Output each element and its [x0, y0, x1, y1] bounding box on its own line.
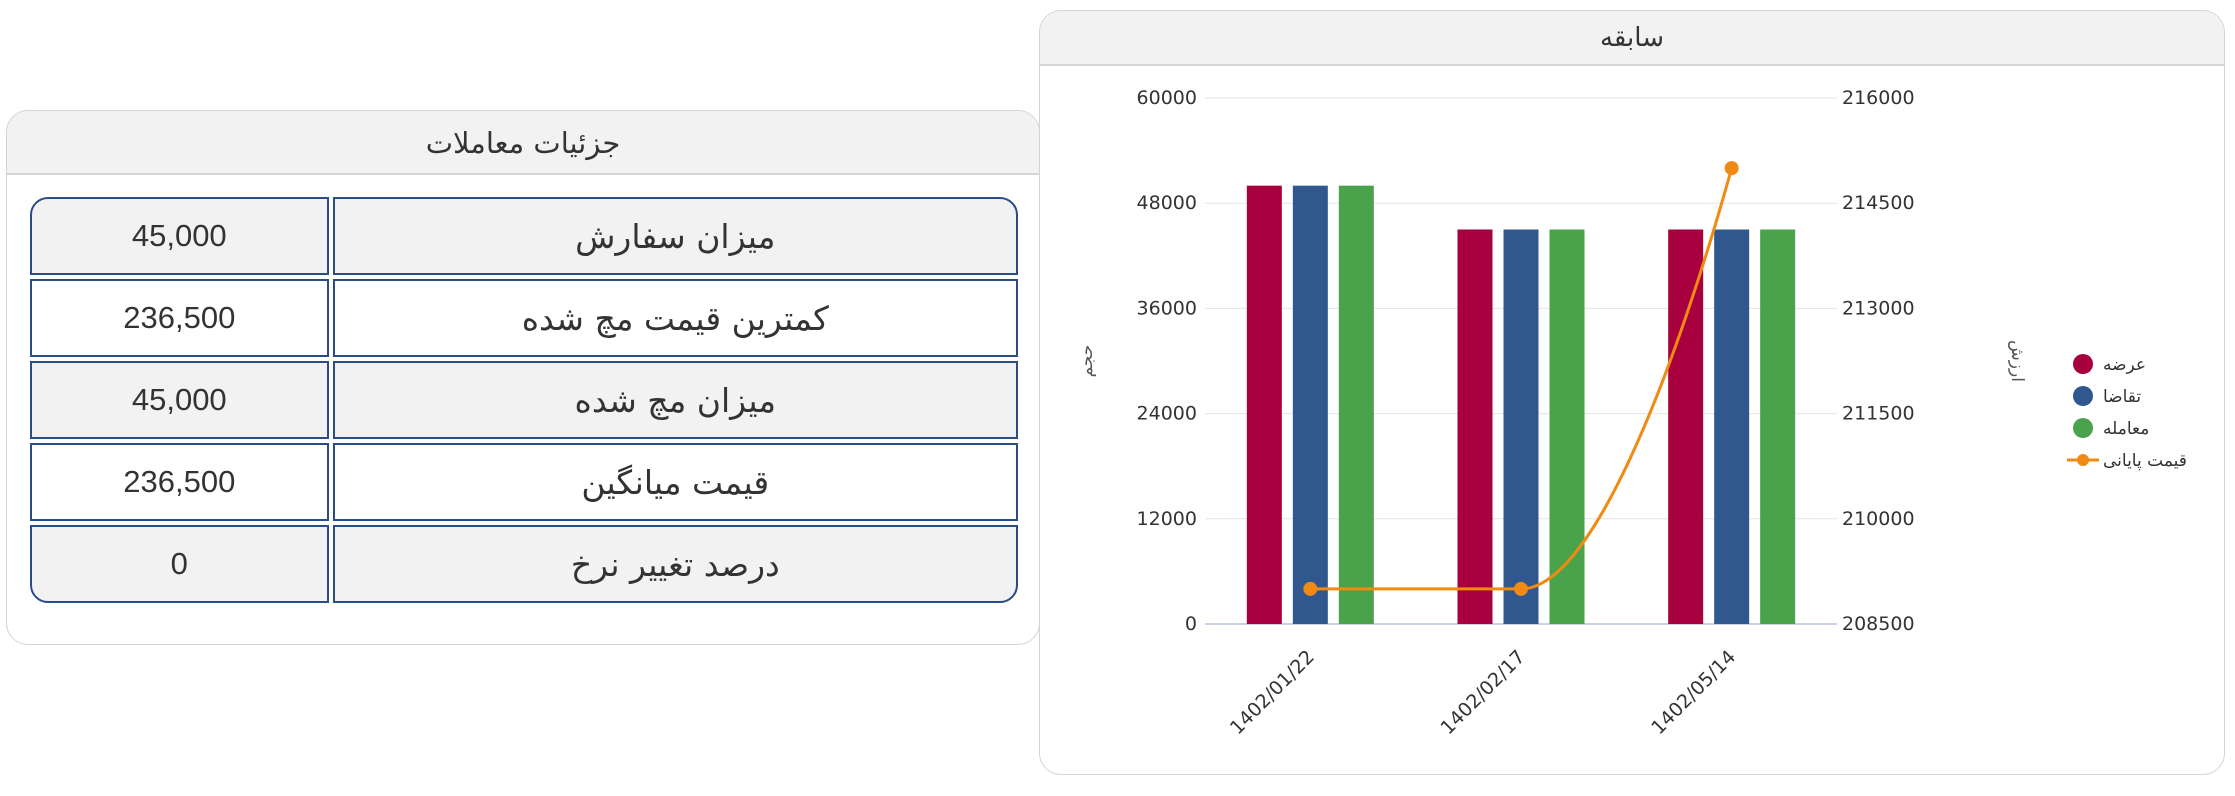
bar [1714, 229, 1750, 624]
deal-details-table: میزان سفارش 45,000 کمترین قیمت مچ شده 23… [26, 193, 1022, 607]
right-axis-tick: 213000 [1842, 297, 1915, 319]
deal-details-panel: جزئیات معاملات میزان سفارش 45,000 کمترین… [6, 110, 1040, 645]
table-row: درصد تغییر نرخ 0 [30, 525, 1018, 603]
bar [1503, 229, 1539, 624]
legend-label: معامله [2103, 419, 2149, 439]
left-axis-tick: 24000 [1137, 403, 1197, 425]
left-axis-tick: 36000 [1137, 297, 1197, 319]
row-label: میزان مچ شده [332, 361, 1018, 439]
price-point [1303, 581, 1318, 596]
history-title: سابقه [1040, 11, 2224, 66]
category-label: 1402/01/22 [1226, 646, 1319, 739]
row-value: 236,500 [30, 443, 329, 521]
table-row: قیمت میانگین 236,500 [30, 443, 1018, 521]
bar [1457, 229, 1493, 624]
bar [1292, 185, 1328, 624]
right-axis-tick: 214500 [1842, 192, 1915, 214]
row-label: کمترین قیمت مچ شده [332, 279, 1018, 357]
legend-label: عرضه [2103, 355, 2146, 375]
category-label: 1402/02/17 [1437, 646, 1530, 739]
row-label: درصد تغییر نرخ [332, 525, 1018, 603]
table-row: میزان مچ شده 45,000 [30, 361, 1018, 439]
right-axis-tick: 210000 [1842, 508, 1915, 530]
legend-marker [2077, 454, 2089, 466]
right-axis-title: ارزش [2007, 340, 2027, 382]
legend-marker [2073, 418, 2093, 438]
left-axis-tick: 12000 [1137, 508, 1197, 530]
right-axis-tick: 208500 [1842, 613, 1915, 635]
deal-details-title: جزئیات معاملات [7, 111, 1039, 175]
price-point [1724, 161, 1739, 176]
left-axis-tick: 60000 [1137, 87, 1197, 109]
row-value: 236,500 [30, 279, 329, 357]
right-axis-tick: 211500 [1842, 403, 1915, 425]
history-chart: 0 12000 24000 36000 48000 60000 208500 210000 21… [1077, 87, 2187, 739]
row-value: 45,000 [30, 361, 329, 439]
bar [1668, 229, 1704, 624]
history-panel: سابقه 0 12000 24000 36000 48000 60000 208500 21… [1039, 10, 2225, 775]
right-axis-tick: 216000 [1842, 87, 1915, 109]
legend-marker [2073, 386, 2093, 406]
category-label: 1402/05/14 [1647, 646, 1740, 739]
legend-marker [2073, 354, 2093, 374]
table-row: کمترین قیمت مچ شده 236,500 [30, 279, 1018, 357]
row-label: میزان سفارش [332, 197, 1018, 275]
row-label: قیمت میانگین [332, 443, 1018, 521]
left-axis-tick: 48000 [1137, 192, 1197, 214]
price-point [1514, 581, 1528, 596]
row-value: 45,000 [30, 197, 329, 275]
left-axis-tick: 0 [1185, 613, 1197, 635]
bar [1246, 185, 1282, 624]
price-line [1310, 167, 1734, 591]
bar [1760, 229, 1796, 624]
legend-label: قیمت پایانی [2103, 451, 2187, 471]
table-row: میزان سفارش 45,000 [30, 197, 1018, 275]
row-value: 0 [30, 525, 329, 603]
left-axis-title: حجم [1077, 345, 1097, 378]
bar [1549, 229, 1585, 624]
legend-label: تقاضا [2103, 387, 2141, 407]
bar [1338, 185, 1374, 624]
